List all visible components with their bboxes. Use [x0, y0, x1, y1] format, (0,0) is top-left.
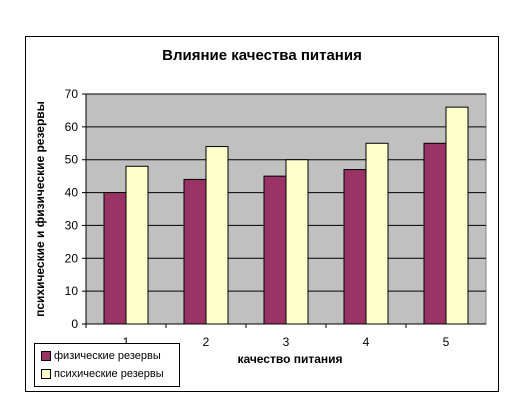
legend-swatch-psychic	[41, 369, 51, 379]
chart-title: Влияние качества питания	[162, 47, 362, 64]
y-tick-label: 20	[65, 251, 79, 265]
bar-psychic	[125, 165, 149, 325]
bar-physical	[103, 192, 127, 325]
bar-physical	[263, 175, 287, 325]
legend-swatch-physical	[41, 351, 51, 361]
x-tick-label: 4	[363, 335, 370, 349]
y-tick-label: 40	[65, 186, 79, 200]
y-tick-label: 70	[65, 87, 79, 101]
bar-physical	[423, 142, 447, 325]
bar-psychic	[285, 159, 309, 325]
y-tick-label: 60	[65, 120, 79, 134]
x-tick-label: 3	[283, 335, 290, 349]
legend-item-psychic: психические резервы	[41, 366, 164, 382]
bar-physical	[183, 178, 207, 325]
legend-label-psychic: психические резервы	[54, 368, 164, 380]
y-tick-label: 50	[65, 153, 79, 167]
bar-physical	[343, 169, 367, 325]
legend-item-physical: физические резервы	[41, 348, 161, 364]
y-tick-label: 10	[65, 284, 79, 298]
bar-psychic	[365, 142, 389, 325]
x-tick-label: 2	[203, 335, 210, 349]
y-tick-label: 0	[71, 317, 78, 331]
legend-label-physical: физические резервы	[54, 350, 161, 362]
y-axis-label: психические и физические резервы	[33, 101, 47, 317]
x-tick-label: 5	[443, 335, 450, 349]
bar-psychic	[205, 146, 229, 325]
y-tick-label: 30	[65, 218, 79, 232]
x-tick-label: 1	[123, 335, 130, 349]
x-axis-label: качество питания	[237, 352, 343, 366]
legend: физические резервы психические резервы	[34, 343, 180, 387]
bar-psychic	[445, 106, 469, 325]
